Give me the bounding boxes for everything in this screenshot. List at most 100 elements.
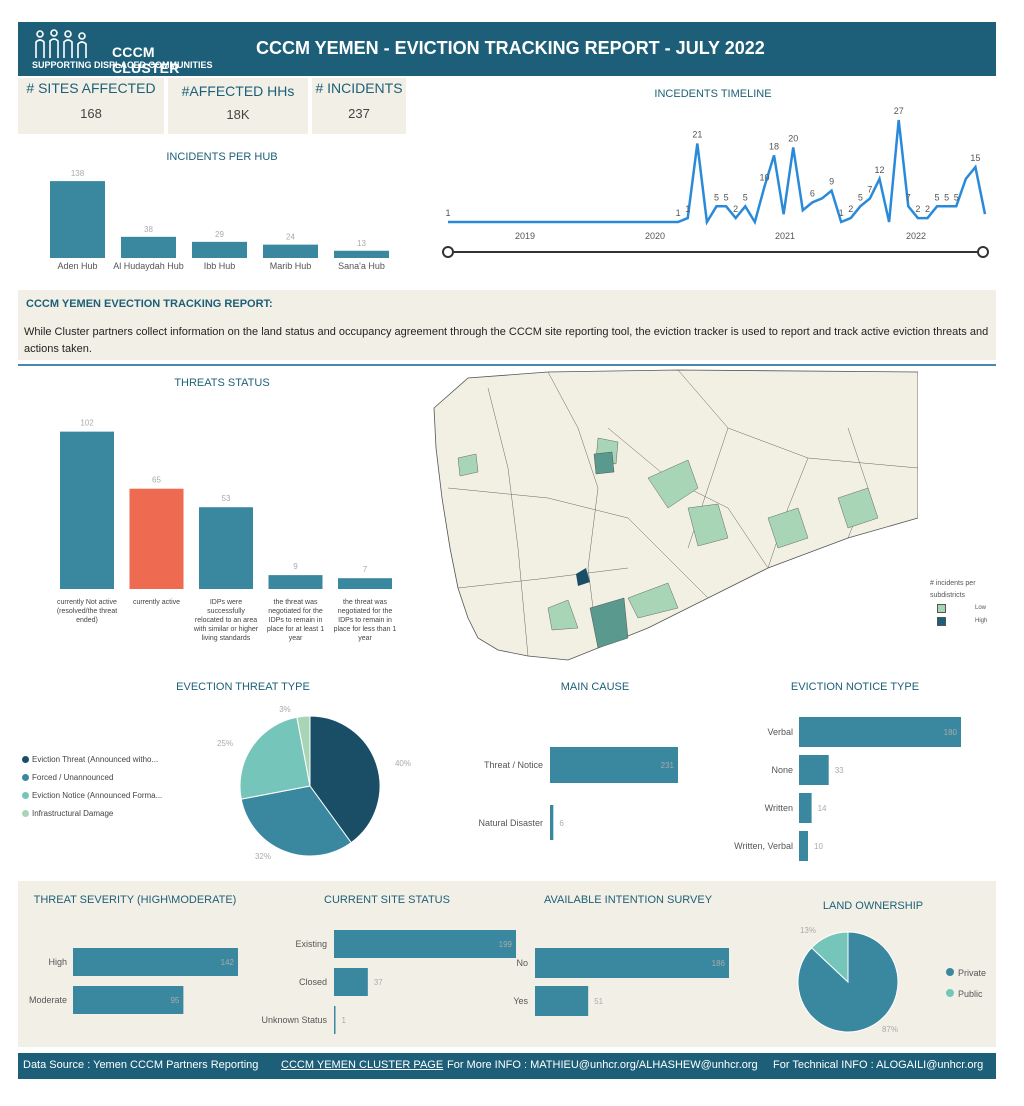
threats-status-category-label: the threat was negotiated for the IDPs t… — [266, 599, 325, 642]
severity-title: THREAT SEVERITY (HIGH\MODERATE) — [33, 894, 237, 906]
site-status-bar-chart: Existing 199 Closed 37 Unknown Status 1 — [261, 930, 516, 1034]
map-legend-title: # incidents per subdistricts — [930, 580, 976, 599]
timeline-data-label: 1 — [839, 208, 844, 218]
footer-bar: Data Source : Yemen CCCM Partners Report… — [18, 1053, 996, 1079]
legend-dot-icon — [22, 756, 29, 764]
threats-status-bar-value: 65 — [152, 476, 161, 485]
severity-bar — [73, 948, 238, 976]
site-status-category-label: Unknown Status — [261, 1015, 327, 1025]
timeline-data-label: 7 — [906, 192, 911, 202]
hub-bar-value: 138 — [71, 169, 85, 178]
severity-bar-value: 95 — [170, 996, 179, 1005]
kpi-label: # INCIDENTS — [315, 80, 403, 96]
notice-type-category-label: Written, Verbal — [734, 841, 793, 851]
timeline-data-label: 5 — [954, 192, 959, 202]
hub-bar — [192, 241, 247, 258]
intention-survey-bar-value: 186 — [712, 959, 726, 968]
footer-more-info[interactable]: For More INFO : MATHIEU@unhcr.org/ALHASH… — [447, 1059, 758, 1071]
severity-category-label: Moderate — [29, 995, 67, 1005]
hub-category-label: Aden Hub — [57, 261, 97, 271]
main-cause-category-label: Threat / Notice — [484, 760, 543, 770]
timeline-data-label: 6 — [810, 188, 815, 198]
timeline-data-label: 7 — [867, 184, 872, 194]
logo-title: CCCM CLUSTER — [112, 44, 180, 76]
intention-survey-category-label: Yes — [513, 996, 528, 1006]
kpi-incidents: # INCIDENTS 237 — [312, 78, 406, 134]
threat-type-legend-item[interactable]: Infrastructural Damage — [22, 809, 113, 818]
timeline-data-label: 2 — [915, 204, 920, 214]
hub-category-label: Marib Hub — [270, 261, 312, 271]
threat-type-legend-item[interactable]: Forced / Unannounced — [22, 773, 113, 782]
threat-type-slice-label: 3% — [279, 705, 291, 714]
page-title: CCCM YEMEN - EVICTION TRACKING REPORT - … — [256, 38, 765, 58]
threat-type-slice-label: 32% — [255, 852, 271, 861]
hub-bar-value: 38 — [144, 225, 153, 234]
timeline-data-label: 1 — [445, 208, 450, 218]
timeline-data-label: 2 — [848, 204, 853, 214]
intention-survey-category-label: No — [516, 958, 528, 968]
legend-dot-icon — [946, 968, 954, 976]
timeline-year-tick: 2020 — [645, 231, 665, 241]
legend-high-swatch — [937, 617, 946, 626]
land-ownership-slice — [810, 931, 849, 984]
legend-dot-icon — [946, 989, 954, 997]
timeline-data-label: 1 — [685, 204, 690, 214]
map-highlight-dark — [576, 568, 590, 586]
main-cause-bar — [550, 805, 554, 840]
land-ownership-legend-label[interactable]: Private — [958, 968, 986, 978]
hub-bar — [50, 181, 105, 258]
main-cause-bar — [550, 747, 678, 783]
main-cause-bar-chart: Threat / Notice 231 Natural Disaster 6 — [478, 747, 678, 840]
timeline-data-label: 1 — [676, 208, 681, 218]
timeline-data-label: 12 — [875, 165, 885, 175]
threats-status-category-label: IDPs were successfully relocated to an a… — [193, 599, 259, 642]
kpi-value: 237 — [348, 106, 370, 121]
main-cause-bar-value: 6 — [559, 819, 564, 828]
timeline-series-line — [448, 119, 987, 226]
map-highlighted-high — [589, 451, 629, 649]
description-panel — [18, 290, 996, 360]
timeline-slider-start-handle[interactable] — [442, 246, 454, 258]
notice-type-category-label: Written — [765, 803, 793, 813]
hub-category-label: Al Hudaydah Hub — [113, 261, 184, 271]
threats-status-bar — [268, 575, 323, 589]
legend-low-swatch — [937, 604, 946, 613]
threats-status-bar-value: 102 — [80, 419, 94, 428]
site-status-bar-value: 37 — [374, 978, 383, 987]
timeline-data-label: 20 — [788, 133, 798, 143]
notice-type-title: EVICTION NOTICE TYPE — [790, 681, 920, 693]
timeline-data-label: 5 — [724, 192, 729, 202]
footer-technical-info[interactable]: For Technical INFO : ALOGAILI@unhcr.org — [773, 1059, 984, 1071]
threats-status-bar-value: 9 — [293, 562, 298, 571]
description-title: CCCM YEMEN EVECTION TRACKING REPORT: — [26, 298, 273, 310]
timeline-slider-end-handle[interactable] — [977, 246, 989, 258]
threat-type-legend-item[interactable]: Eviction Notice (Announced Forma... — [22, 791, 162, 800]
site-status-bar — [334, 930, 516, 958]
site-status-bar-value: 1 — [342, 1016, 347, 1025]
timeline-year-tick: 2022 — [906, 231, 926, 241]
timeline-data-label: 10 — [759, 173, 769, 183]
threat-type-legend-item[interactable]: Eviction Threat (Announced witho... — [22, 755, 158, 764]
legend-dot-icon — [22, 810, 29, 818]
legend-label: Eviction Threat (Announced witho... — [32, 755, 159, 764]
timeline-data-label: 5 — [714, 192, 719, 202]
hub-bar-value: 24 — [286, 233, 295, 242]
timeline-data-label: 18 — [769, 141, 779, 151]
threat-type-slice-label: 40% — [395, 759, 411, 768]
legend-low-label: Low — [975, 605, 987, 611]
hub-bar-value: 29 — [215, 230, 224, 239]
footer-cluster-page-link[interactable]: CCCM YEMEN CLUSTER PAGE — [281, 1059, 444, 1071]
legend-dot-icon — [22, 774, 29, 782]
threats-status-category-labels: currently Not active (resolved/the threa… — [50, 598, 410, 658]
timeline-data-label: 2 — [925, 204, 930, 214]
timeline-year-tick: 2021 — [775, 231, 795, 241]
site-status-bar — [334, 1006, 336, 1034]
severity-bar — [73, 986, 184, 1014]
legend-high-label: High — [975, 618, 988, 624]
threats-status-bar — [129, 488, 184, 589]
land-ownership-legend-label[interactable]: Public — [958, 989, 983, 999]
timeline-data-label: 5 — [935, 192, 940, 202]
people-icon — [35, 29, 87, 58]
severity-bar-chart: High 142 Moderate 95 — [29, 948, 238, 1014]
hub-category-label: Sana'a Hub — [338, 261, 385, 271]
